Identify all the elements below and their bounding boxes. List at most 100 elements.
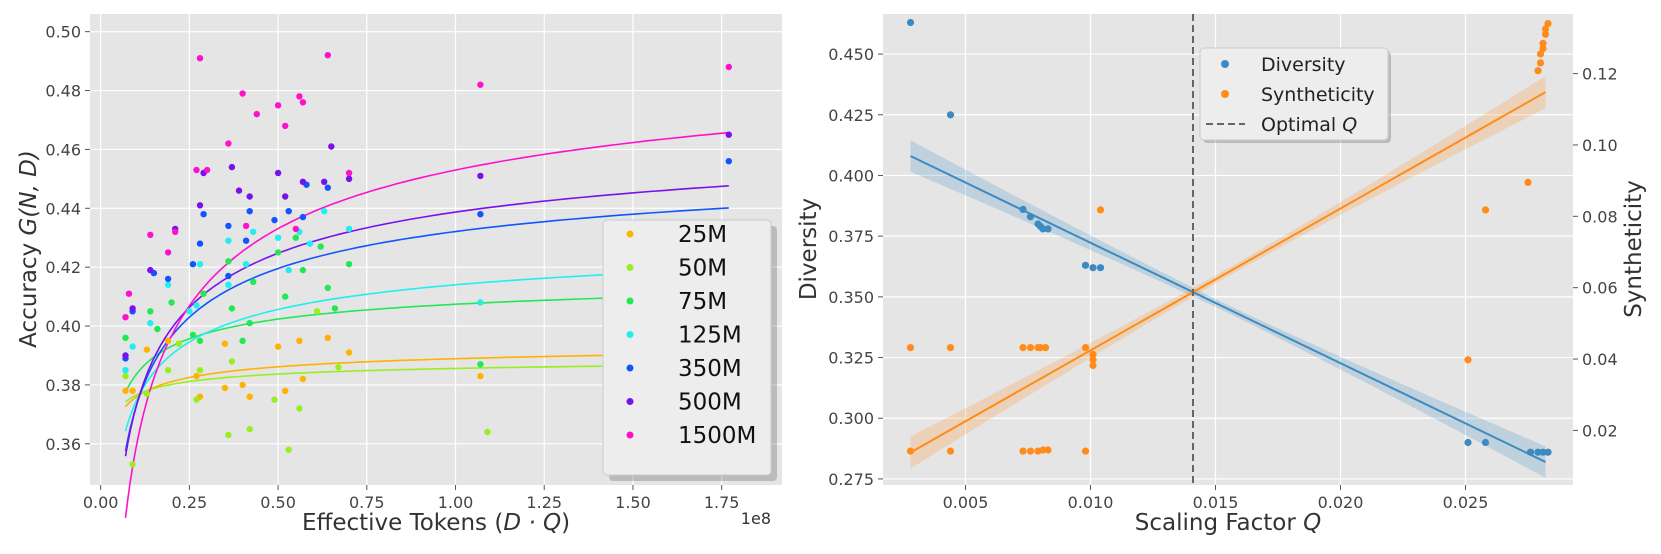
point-1500m (225, 140, 232, 147)
point-125m (321, 208, 328, 215)
legend-label-75m: 75M (678, 289, 727, 315)
left-x-tick-label: 1.75 (704, 493, 740, 512)
point-diversity (1544, 448, 1552, 456)
left-y-axis-label: Accuracy G(N, D) (16, 150, 42, 348)
point-125m (225, 237, 232, 244)
point-syntheticity (1081, 447, 1090, 455)
point-125m (196, 261, 204, 268)
point-syntheticity (1019, 447, 1027, 455)
point-25m (239, 381, 246, 389)
point-25m (246, 393, 253, 400)
point-25m (296, 337, 303, 344)
point-75m (250, 278, 257, 286)
point-25m (221, 340, 229, 347)
point-75m (274, 249, 282, 256)
point-50m (228, 358, 236, 365)
right-x-tick-label: 0.010 (1068, 493, 1114, 512)
left-x-offset-label: 1e8 (741, 509, 771, 528)
right-left-y-tick-label: 0.425 (828, 106, 874, 125)
point-25m (477, 372, 484, 380)
point-75m (317, 243, 324, 250)
right-fit-lines (910, 91, 1546, 463)
point-50m (175, 340, 182, 347)
point-75m (477, 361, 484, 368)
right-x-tick-label: 0.020 (1318, 493, 1364, 512)
point-diversity (1534, 448, 1542, 456)
point-25m (345, 349, 353, 356)
left-y-tick-label: 0.42 (45, 258, 81, 277)
left-x-tick-label: 0.25 (172, 493, 208, 512)
legend-marker-diversity (1221, 60, 1229, 68)
right-x-ticks: 0.005 0.010 0.015 0.020 0.025 (943, 485, 1488, 512)
point-350m (225, 222, 232, 230)
point-diversity (1464, 438, 1472, 447)
point-1500m (299, 99, 307, 106)
point-75m (189, 331, 197, 339)
legend-marker-500m (626, 398, 634, 405)
point-50m (285, 446, 292, 453)
point-syntheticity (906, 447, 915, 455)
point-syntheticity (1096, 206, 1105, 214)
left-legend-box (602, 219, 772, 476)
point-350m (200, 211, 207, 218)
point-diversity (1019, 205, 1027, 213)
point-500m (345, 175, 353, 182)
point-125m (225, 281, 232, 288)
point-75m (282, 293, 289, 300)
right-right-y-tick-label: 0.06 (1582, 279, 1618, 298)
point-syntheticity (1044, 446, 1052, 454)
point-1500m (292, 225, 299, 233)
point-25m (274, 343, 282, 350)
point-syntheticity (1539, 45, 1547, 53)
point-75m (196, 337, 204, 344)
left-x-tick-label: 1.00 (438, 493, 474, 512)
point-500m (122, 352, 129, 359)
point-syntheticity (946, 447, 955, 455)
point-1500m (345, 169, 353, 177)
point-1500m (253, 110, 260, 118)
point-syntheticity (1541, 30, 1550, 38)
point-syntheticity (1536, 50, 1545, 58)
point-500m (725, 131, 732, 138)
point-350m (271, 216, 278, 224)
left-y-tick-label: 0.44 (45, 199, 81, 218)
point-500m (235, 187, 243, 194)
point-75m (147, 308, 154, 315)
right-x-tick-label: 0.015 (1193, 493, 1239, 512)
point-1500m (324, 52, 331, 59)
point-syntheticity (1536, 59, 1545, 67)
right-left-y-tick-label: 0.300 (828, 409, 874, 428)
point-75m (331, 305, 339, 312)
point-syntheticity (1481, 206, 1490, 214)
point-50m (143, 390, 150, 397)
right-left-y-tick-label: 0.275 (828, 470, 874, 489)
point-diversity (1539, 448, 1547, 456)
left-y-tick-label: 0.48 (45, 82, 81, 101)
right-right-y-ticks: 0.02 0.04 0.06 0.08 0.10 0.12 (1573, 65, 1618, 440)
point-500m (282, 193, 289, 200)
legend-marker-125m (626, 331, 634, 338)
left-x-tick-label: 0.00 (83, 493, 119, 512)
right-left-y-ticks: 0.275 0.300 0.325 0.350 0.375 0.400 0.425 0.450 (828, 45, 883, 489)
point-50m (225, 431, 232, 439)
point-1500m (239, 90, 246, 97)
point-75m (168, 299, 175, 306)
left-chart: 0.00 0.25 0.50 0.75 1.00 1.25 1.50 1.75 0.360.3… (16, 14, 782, 536)
left-y-ticks: 0.36 0.38 0.40 0.42 0.44 0.46 0.48 0.50 (45, 23, 90, 454)
right-right-y-tick-label: 0.08 (1582, 207, 1618, 226)
right-left-y-tick-label: 0.400 (828, 166, 874, 185)
right-left-y-tick-label: 0.375 (828, 227, 874, 246)
point-350m (225, 272, 232, 280)
point-syntheticity (1089, 356, 1097, 364)
legend-label-1500m: 1500M (678, 423, 756, 449)
right-x-tick-label: 0.005 (943, 493, 989, 512)
point-75m (122, 334, 129, 341)
point-1500m (164, 249, 172, 256)
legend-marker-75m (626, 297, 634, 305)
left-y-tick-label: 0.38 (45, 376, 81, 395)
point-75m (154, 325, 161, 333)
point-500m (274, 169, 282, 177)
point-350m (299, 213, 307, 221)
point-1500m (203, 166, 211, 174)
